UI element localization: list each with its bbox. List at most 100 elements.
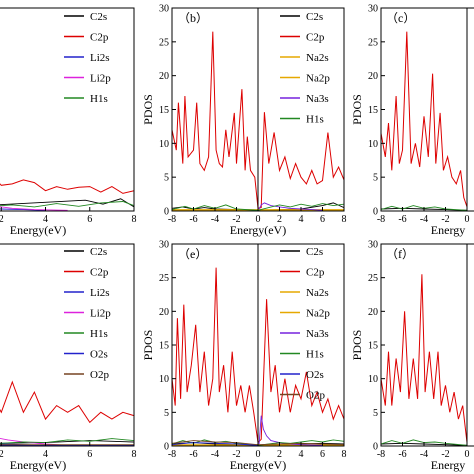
y-tick-label: 0: [164, 442, 169, 453]
x-tick-label: -4: [420, 449, 428, 460]
y-tick-label: 5: [373, 408, 378, 419]
series-group: [381, 31, 468, 211]
series-line-na3s: [258, 202, 323, 211]
legend-entry-na3s: Na3s: [306, 93, 329, 105]
series-line-h1s: [0, 201, 134, 208]
legend-entry-c2p: C2p: [90, 267, 109, 279]
pdos-panel-3: -8 -6 -4 -2 0 0 5 10 15 20 25 30 Energy PDOS （c）: [350, 4, 474, 237]
panel-label: （e）: [178, 247, 207, 261]
y-tick-label: 30: [368, 240, 378, 251]
panel-label: （f）: [386, 247, 414, 261]
pdos-panel-2: -8 -6 -4 -2 0 2 4 6 8 0 5 10 15 20 25 30 Energy(eV) PDOS （…: [141, 4, 347, 238]
x-tick-label: 2: [0, 449, 4, 460]
series-group: [0, 179, 134, 211]
x-tick-label: 4: [299, 449, 304, 460]
legend: C2s C2p Na2s Na2p Na3s H1s: [280, 11, 330, 126]
legend-entry-h1s: H1s: [90, 328, 108, 340]
series-line-h1s: [381, 439, 468, 446]
x-tick-label: -6: [398, 214, 406, 225]
x-tick-label: -2: [232, 214, 240, 225]
series-line-c2p: [381, 31, 468, 208]
y-tick-label: 10: [368, 374, 378, 385]
series-line-c2p: [172, 267, 344, 444]
pdos-panel-4: 2 4 6 8 Energy(eV) C2s C2p Li2s Li2p H1s O2s O2p: [0, 243, 137, 472]
y-tick-label: 20: [368, 307, 378, 318]
x-tick-label: -4: [211, 214, 219, 225]
pdos-panel-1: 2 4 6 8 Energy(eV) C2s C2p Li2s Li2p H1s: [0, 7, 137, 237]
pdos-panel-6: -8 -6 -4 -2 0 0 5 10 15 20 25 30 Energy PDOS （f）: [350, 240, 474, 472]
legend-entry-o2p: O2p: [90, 369, 109, 381]
series-line-c2p: [0, 380, 134, 424]
series-group: [172, 267, 344, 446]
y-tick-label: 25: [368, 37, 378, 48]
x-tick-label: 6: [87, 214, 92, 225]
x-tick-label: 2: [0, 214, 4, 225]
x-axis-label: Energy: [431, 458, 465, 472]
x-tick-label: 0: [465, 214, 470, 225]
x-tick-label: -2: [441, 449, 449, 460]
x-tick-label: 8: [132, 449, 137, 460]
plot-frame: [380, 243, 474, 447]
panel-label: （c）: [386, 11, 415, 25]
series-line-li2p: [0, 438, 68, 446]
y-axis-label: PDOS: [141, 330, 155, 361]
x-tick-label: 8: [342, 449, 347, 460]
x-tick-label: 4: [299, 214, 304, 225]
plot-frame: [0, 7, 135, 212]
x-tick-label: -6: [189, 449, 197, 460]
y-tick-label: 30: [368, 4, 378, 15]
x-axis-label: Energy(eV): [230, 458, 286, 472]
legend-entry-o2p: O2p: [306, 390, 325, 402]
series-line-h1s: [0, 438, 134, 444]
x-tick-label: 8: [342, 214, 347, 225]
pdos-panel-5: -8 -6 -4 -2 0 2 4 6 8 0 5 10 15 20 25 30 Energy(eV) PDOS （…: [141, 240, 347, 473]
legend-entry-c2s: C2s: [306, 11, 323, 23]
legend-entry-c2p: C2p: [306, 32, 325, 44]
y-tick-label: 20: [159, 307, 169, 318]
y-tick-label: 5: [164, 173, 169, 184]
legend-entry-h1s: H1s: [306, 349, 324, 361]
y-tick-label: 10: [159, 374, 169, 385]
series-line-c2p: [0, 179, 134, 194]
x-tick-label: 6: [320, 214, 325, 225]
legend-entry-c2s: C2s: [90, 246, 107, 258]
y-tick-label: 20: [368, 71, 378, 82]
series-line-h1s: [172, 203, 344, 211]
legend-entry-na3s: Na3s: [306, 328, 329, 340]
x-tick-label: 0: [256, 449, 261, 460]
legend: C2s C2p Li2s Li2p H1s: [64, 11, 111, 105]
series-line-h1s: [381, 205, 468, 211]
legend-entry-c2s: C2s: [306, 246, 323, 258]
legend-entry-na2p: Na2p: [306, 308, 330, 320]
plot-frame: [0, 243, 135, 447]
x-axis-label: Energy: [431, 223, 465, 237]
x-tick-label: 4: [43, 449, 48, 460]
legend-entry-na2s: Na2s: [306, 287, 329, 299]
legend-entry-c2p: C2p: [306, 267, 325, 279]
x-tick-label: -2: [441, 214, 449, 225]
x-tick-label: -4: [420, 214, 428, 225]
y-tick-label: 0: [373, 442, 378, 453]
x-axis-label: Energy(eV): [10, 458, 66, 472]
y-axis-label: PDOS: [350, 330, 364, 361]
y-tick-label: 10: [368, 139, 378, 150]
y-tick-label: 10: [159, 139, 169, 150]
x-tick-label: -2: [232, 449, 240, 460]
x-tick-label: 0: [465, 449, 470, 460]
x-tick-label: 6: [320, 449, 325, 460]
legend-entry-h1s: H1s: [306, 114, 324, 126]
series-line-li2p: [0, 206, 68, 211]
legend-entry-c2s: C2s: [90, 11, 107, 23]
y-tick-label: 0: [164, 207, 169, 218]
legend-entry-na2s: Na2s: [306, 52, 329, 64]
y-tick-label: 15: [159, 105, 169, 116]
x-tick-label: -8: [377, 449, 385, 460]
x-tick-label: -6: [189, 214, 197, 225]
y-tick-label: 25: [159, 273, 169, 284]
legend: C2s C2p Na2s Na2p Na3s H1s O2s O2p: [280, 246, 330, 402]
x-tick-label: -8: [377, 214, 385, 225]
y-tick-label: 0: [373, 207, 378, 218]
y-tick-label: 15: [368, 105, 378, 116]
series-line-c2s: [0, 440, 134, 444]
x-tick-label: -8: [168, 214, 176, 225]
